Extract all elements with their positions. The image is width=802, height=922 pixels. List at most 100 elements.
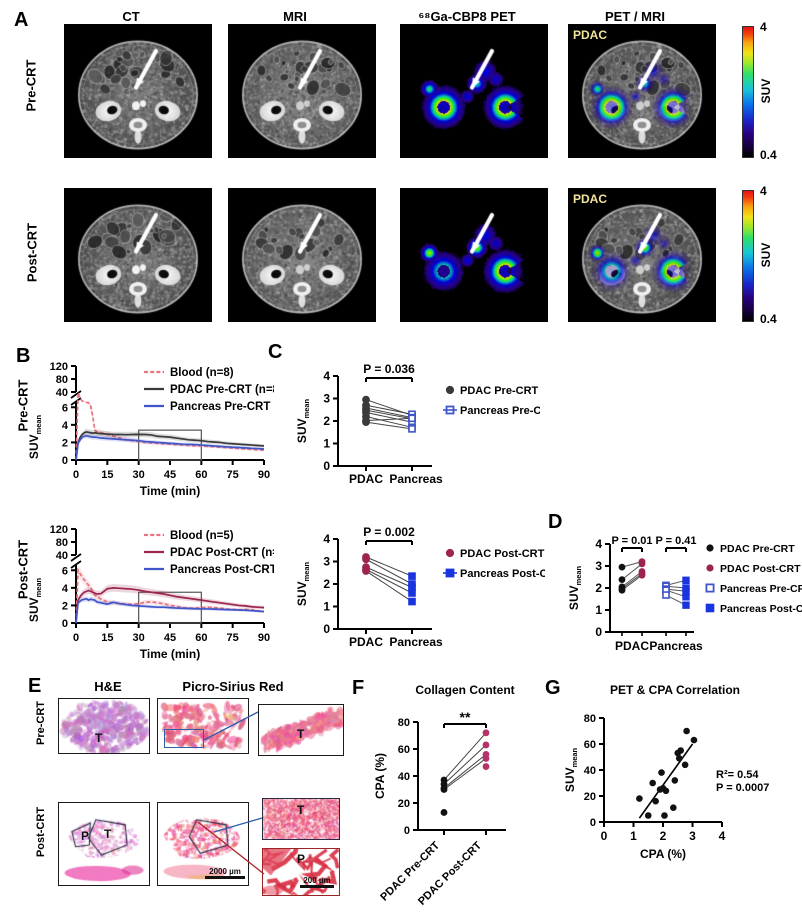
svg-text:120: 120 [50,361,68,373]
svg-text:0: 0 [73,469,79,481]
panel-a-letter: A [14,9,29,31]
scan-pet-post [400,188,548,322]
svg-text:1: 1 [630,829,637,843]
svg-text:Time (min): Time (min) [140,484,200,498]
svg-text:1: 1 [595,603,602,617]
svg-text:3: 3 [323,555,330,569]
svg-text:80: 80 [56,374,68,386]
svg-text:60: 60 [398,744,410,756]
svg-text:SUVmean: SUVmean [568,565,583,610]
svg-text:PDAC: PDAC [349,635,383,649]
svg-text:4: 4 [323,369,330,383]
column-title-mri: MRI [283,9,307,24]
column-title-psr: Picro-Sirius Red [182,679,284,694]
svg-text:90: 90 [258,632,270,644]
svg-text:P = 0.036: P = 0.036 [363,362,415,376]
svg-text:Blood (n=8): Blood (n=8) [170,367,234,379]
scan-ct-post [64,188,212,322]
roi-box-pre [164,729,204,748]
colorbar-min-pre: 0.4 [760,148,777,162]
scan-pet-pre [400,24,548,158]
pancreas-marker-he-post: P [81,829,90,843]
svg-text:R²= 0.54: R²= 0.54 [716,769,759,781]
svg-text:15: 15 [101,469,113,481]
svg-text:Pancreas: Pancreas [389,635,443,649]
svg-text:Pancreas Post-CRT: Pancreas Post-CRT [720,603,802,615]
colorbar-pre [742,26,754,158]
panel-b-letter: B [16,345,31,367]
svg-text:Pancreas: Pancreas [649,639,703,653]
histology-psr-post-zoom-pancreas: P [262,848,340,896]
plot-c-top: 0 1 2 3 4 SUVmean P = 0.036 PDAC Pancreas PDAC Pr… [290,352,540,500]
svg-text:0: 0 [595,625,602,639]
pdac-tag-post: PDAC [573,192,608,206]
svg-text:SUVmean: SUVmean [295,398,311,443]
plot-b-bottom: 0 2 4 6 40 80 120 0 15 30 45 60 75 90 Time (min) Blood … [24,515,274,665]
svg-text:60: 60 [195,632,207,644]
svg-text:30: 30 [133,469,145,481]
svg-text:P = 0.002: P = 0.002 [363,525,415,539]
svg-text:PDAC Post-CRT: PDAC Post-CRT [720,563,801,575]
panel-c-letter: C [268,341,283,363]
svg-text:0: 0 [323,459,330,473]
svg-text:Blood (n=5): Blood (n=5) [170,530,234,542]
scan-mri-post [228,188,376,322]
svg-text:2: 2 [323,414,330,428]
svg-text:4: 4 [719,829,726,843]
svg-text:PDAC: PDAC [349,472,383,486]
plot-g: 0 20 40 60 80 0 1 2 3 4 CPA (%) SUVmean R²= 0.54 P = … [562,700,802,900]
pancreas-marker-psr-post-zoom: P [297,852,306,866]
svg-text:Pancreas: Pancreas [389,472,443,486]
tumor-marker-psr-pre-zoom: T [297,727,305,741]
panel-g-title: PET & CPA Correlation [609,683,740,697]
svg-text:20: 20 [398,798,410,810]
svg-text:6: 6 [62,402,68,414]
row-label-pre-crt-e: Pre-CRT [35,701,47,746]
column-title-pet-mri: PET / MRI [605,9,665,24]
panel-d-letter: D [548,511,563,533]
svg-text:CPA (%): CPA (%) [373,753,387,799]
svg-text:SUVmean: SUVmean [27,577,43,622]
svg-text:4: 4 [62,583,69,595]
svg-text:**: ** [460,709,471,725]
svg-text:2: 2 [62,437,68,449]
svg-text:0: 0 [62,455,68,467]
plot-f: 0 20 40 60 80 CPA (%) ** PDAC Pre-CRT PDAC Post-… [372,700,562,916]
scalebar-2000um: 2000 µm [205,867,245,879]
svg-text:2: 2 [62,600,68,612]
panel-f-title: Collagen Content [415,683,515,697]
svg-text:40: 40 [584,765,596,777]
svg-text:30: 30 [133,632,145,644]
svg-text:0: 0 [404,825,410,837]
colorbar-post [742,190,754,322]
svg-text:3: 3 [595,559,602,573]
svg-text:PDAC Post-CRT (n=5): PDAC Post-CRT (n=5) [460,548,545,560]
svg-text:SUVmean: SUVmean [563,747,579,792]
scalebar-2000um-line [205,876,245,879]
histology-he-pre: T [58,698,150,754]
svg-text:2: 2 [660,829,667,843]
histology-psr-pre-zoom: T [258,704,344,756]
svg-text:0: 0 [323,622,330,636]
svg-text:0: 0 [590,817,596,829]
row-label-post-crt-a: Post-CRT [24,222,40,283]
svg-text:Pancreas Pre-CRT (n=8): Pancreas Pre-CRT (n=8) [170,401,274,413]
svg-text:120: 120 [50,524,68,536]
svg-text:4: 4 [62,420,69,432]
colorbar-max-pre: 4 [760,20,767,34]
plot-b-top: 0 2 4 6 40 80 120 0 15 30 45 60 75 90 Time (min) Blood … [24,352,274,502]
svg-text:1: 1 [323,600,330,614]
colorbar-max-post: 4 [760,184,767,198]
svg-text:Pancreas Post-CRT (n=5): Pancreas Post-CRT (n=5) [460,568,545,580]
colorbar-label-pre: SUV [759,78,773,104]
scan-petmri-post [568,188,716,322]
scan-mri-pre [228,24,376,158]
svg-text:80: 80 [584,713,596,725]
svg-text:15: 15 [101,632,113,644]
svg-text:PDAC Pre-CRT: PDAC Pre-CRT [720,543,795,555]
tumor-marker-psr-post-zoom: T [297,803,305,817]
svg-text:Pancreas Pre-CRT: Pancreas Pre-CRT [720,583,802,595]
svg-text:P = 0.01: P = 0.01 [611,535,652,547]
svg-text:Time (min): Time (min) [140,647,200,661]
scalebar-200um-line [300,885,334,888]
